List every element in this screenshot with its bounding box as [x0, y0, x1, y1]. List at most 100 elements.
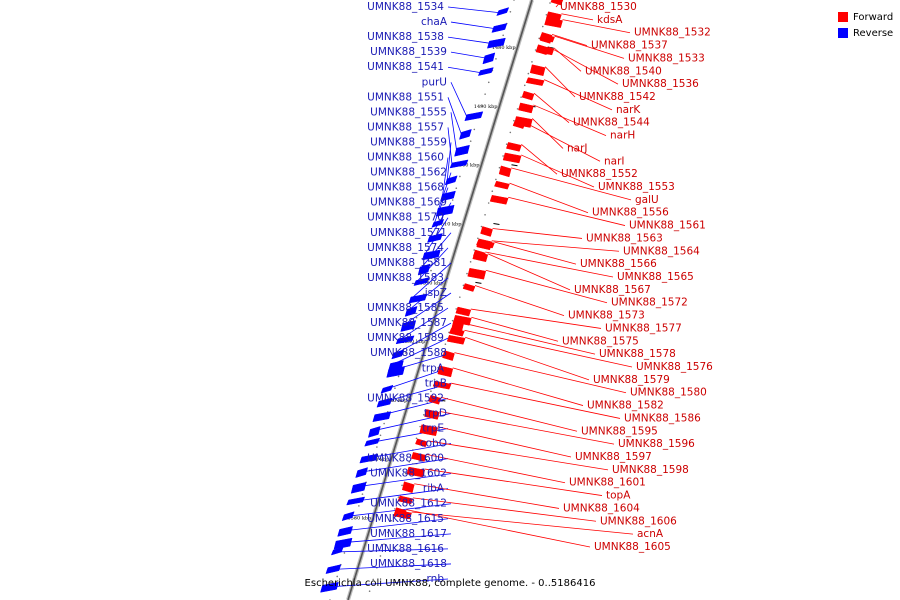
forward-gene-feature[interactable]: [437, 365, 454, 378]
reverse-gene-feature[interactable]: [435, 204, 455, 217]
forward-gene-label[interactable]: UMNK88_1563: [586, 232, 663, 244]
forward-gene-label[interactable]: UMNK88_1537: [591, 40, 668, 52]
reverse-gene-feature[interactable]: [491, 23, 508, 33]
forward-gene-feature[interactable]: [502, 152, 522, 164]
reverse-gene-feature[interactable]: [320, 581, 339, 593]
reverse-gene-label[interactable]: UMNK88_1587: [370, 317, 447, 329]
reverse-gene-feature[interactable]: [364, 437, 381, 447]
reverse-gene-feature[interactable]: [330, 546, 344, 556]
forward-gene-feature[interactable]: [544, 17, 563, 28]
reverse-gene-feature[interactable]: [325, 564, 342, 574]
forward-gene-label[interactable]: UMNK88_1579: [593, 374, 670, 386]
reverse-gene-label[interactable]: UMNK88_1569: [370, 197, 447, 209]
forward-gene-feature[interactable]: [518, 102, 534, 114]
forward-gene-feature[interactable]: [442, 350, 455, 361]
forward-gene-label[interactable]: UMNK88_1542: [579, 91, 656, 103]
forward-gene-feature[interactable]: [525, 77, 545, 86]
forward-gene-feature[interactable]: [467, 267, 487, 280]
reverse-gene-label[interactable]: chaA: [421, 16, 448, 28]
forward-gene-label[interactable]: UMNK88_1564: [623, 245, 700, 257]
reverse-gene-label[interactable]: UMNK88_1616: [367, 543, 444, 555]
forward-gene-label[interactable]: UMNK88_1598: [612, 464, 689, 476]
reverse-gene-feature[interactable]: [367, 426, 381, 438]
forward-gene-label[interactable]: UMNK88_1561: [629, 220, 706, 232]
reverse-gene-label[interactable]: trpB: [425, 377, 447, 389]
forward-gene-feature[interactable]: [419, 424, 439, 436]
forward-gene-label[interactable]: UMNK88_1553: [598, 181, 675, 193]
forward-gene-label[interactable]: UMNK88_1552: [561, 168, 638, 180]
reverse-gene-feature[interactable]: [372, 411, 392, 423]
reverse-gene-feature[interactable]: [496, 7, 510, 16]
reverse-gene-label[interactable]: UMNK88_1602: [370, 468, 447, 480]
reverse-gene-label[interactable]: ispZ: [425, 287, 447, 299]
reverse-gene-feature[interactable]: [464, 111, 484, 122]
forward-gene-label[interactable]: narH: [610, 130, 635, 142]
forward-gene-feature[interactable]: [539, 33, 555, 43]
reverse-gene-label[interactable]: UMNK88_1618: [370, 558, 447, 570]
forward-gene-label[interactable]: UMNK88_1544: [573, 117, 650, 129]
reverse-gene-label[interactable]: UMNK88_1562: [370, 167, 447, 179]
forward-gene-label[interactable]: UMNK88_1577: [605, 322, 682, 334]
reverse-gene-label[interactable]: trpD: [424, 407, 447, 419]
forward-gene-label[interactable]: UMNK88_1575: [562, 335, 639, 347]
forward-gene-feature[interactable]: [512, 120, 526, 129]
reverse-gene-feature[interactable]: [408, 293, 428, 304]
reverse-gene-label[interactable]: UMNK88_1570: [367, 212, 444, 224]
reverse-gene-feature[interactable]: [454, 144, 470, 157]
forward-gene-label[interactable]: UMNK88_1605: [594, 541, 671, 553]
reverse-gene-label[interactable]: rnb: [427, 573, 445, 585]
reverse-gene-feature[interactable]: [459, 128, 472, 140]
forward-gene-label[interactable]: UMNK88_1573: [568, 310, 645, 322]
reverse-gene-feature[interactable]: [482, 52, 496, 65]
reverse-gene-label[interactable]: UMNK88_1555: [370, 106, 447, 118]
reverse-gene-label[interactable]: UMNK88_1534: [367, 1, 444, 13]
reverse-gene-feature[interactable]: [359, 453, 379, 464]
reverse-gene-label[interactable]: UMNK88_1568: [367, 182, 444, 194]
forward-gene-label[interactable]: narJ: [567, 142, 588, 154]
reverse-gene-label[interactable]: UMNK88_1557: [367, 121, 444, 133]
reverse-gene-feature[interactable]: [350, 481, 367, 494]
forward-gene-label[interactable]: UMNK88_1540: [585, 65, 662, 77]
forward-gene-label[interactable]: kdsA: [597, 14, 623, 26]
reverse-gene-label[interactable]: cobO: [420, 438, 447, 450]
reverse-gene-feature[interactable]: [444, 175, 458, 186]
forward-gene-label[interactable]: UMNK88_1601: [569, 477, 646, 489]
reverse-gene-label[interactable]: trpE: [422, 422, 444, 434]
reverse-gene-label[interactable]: UMNK88_1617: [370, 528, 447, 540]
reverse-gene-label[interactable]: UMNK88_1583: [367, 272, 444, 284]
reverse-gene-label[interactable]: UMNK88_1559: [370, 136, 447, 148]
reverse-gene-feature[interactable]: [477, 67, 494, 76]
reverse-gene-feature[interactable]: [427, 233, 443, 243]
forward-gene-label[interactable]: UMNK88_1532: [634, 27, 711, 39]
reverse-gene-label[interactable]: UMNK88_1589: [367, 332, 444, 344]
forward-gene-feature[interactable]: [480, 226, 493, 237]
forward-gene-label[interactable]: UMNK88_1556: [592, 207, 669, 219]
forward-gene-label[interactable]: narI: [604, 155, 625, 167]
forward-gene-label[interactable]: galU: [635, 194, 659, 206]
forward-gene-label[interactable]: UMNK88_1576: [636, 361, 713, 373]
forward-gene-feature[interactable]: [550, 0, 564, 6]
forward-gene-feature[interactable]: [397, 495, 414, 505]
reverse-gene-feature[interactable]: [395, 335, 415, 345]
reverse-gene-feature[interactable]: [337, 526, 354, 537]
reverse-gene-feature[interactable]: [440, 190, 456, 202]
forward-gene-label[interactable]: UMNK88_1578: [599, 348, 676, 360]
forward-gene-label[interactable]: UMNK88_1533: [628, 52, 705, 64]
reverse-gene-label[interactable]: UMNK88_1539: [370, 46, 447, 58]
reverse-gene-label[interactable]: UMNK88_1592: [367, 392, 444, 404]
reverse-gene-feature[interactable]: [431, 218, 445, 228]
reverse-gene-feature[interactable]: [333, 537, 353, 550]
reverse-gene-feature[interactable]: [422, 249, 441, 261]
forward-gene-feature[interactable]: [494, 180, 510, 190]
forward-gene-feature[interactable]: [529, 64, 546, 77]
reverse-gene-label[interactable]: UMNK88_1585: [367, 302, 444, 314]
forward-gene-feature[interactable]: [428, 394, 442, 405]
forward-gene-label[interactable]: UMNK88_1567: [574, 284, 651, 296]
reverse-gene-label[interactable]: UMNK88_1600: [367, 453, 444, 465]
forward-gene-feature[interactable]: [446, 335, 466, 345]
forward-gene-feature[interactable]: [476, 239, 495, 249]
forward-gene-feature[interactable]: [535, 44, 549, 56]
forward-gene-feature[interactable]: [521, 90, 535, 101]
forward-gene-label[interactable]: UMNK88_1596: [618, 438, 695, 450]
reverse-gene-label[interactable]: UMNK88_1560: [367, 152, 444, 164]
